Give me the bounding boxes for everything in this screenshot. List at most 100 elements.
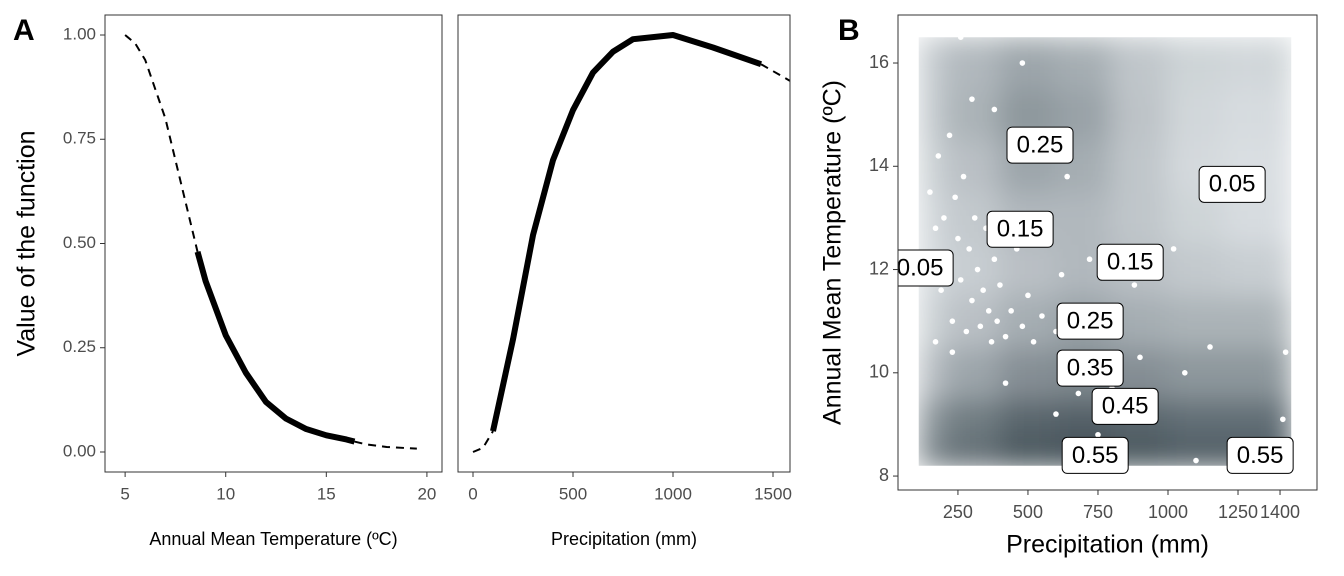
panel-label: B (838, 14, 860, 47)
y-tick-label: 0.00 (63, 441, 96, 460)
x-tick-label: 0 (468, 484, 477, 503)
plot-area: 0.25 0.05 0.15 0.05 0.15 0.25 0.35 0.45 0.55 0.55 (897, 34, 1294, 474)
curve (194, 251, 356, 445)
field-cell (944, 49, 1001, 90)
occurrence-point (994, 318, 1000, 324)
field-cell (998, 444, 1057, 466)
field-cell (1054, 191, 1113, 245)
field-cell (918, 49, 947, 90)
x-tick-label: 5 (120, 484, 129, 503)
field-cell (1166, 345, 1226, 400)
contour-label: 0.25 (1017, 131, 1064, 158)
occurrence-point (1019, 60, 1026, 66)
occurrence-point (1131, 282, 1138, 288)
panel-frame (457, 14, 791, 473)
field-cell (918, 444, 947, 466)
occurrence-point (1002, 380, 1009, 386)
occurrence-point (935, 153, 942, 159)
y-axis-title: Value of the function (13, 130, 41, 356)
occurrence-point (988, 339, 995, 345)
y-tick-label: 0.75 (63, 129, 96, 148)
occurrence-point (1075, 390, 1082, 397)
field-cell (1110, 87, 1169, 142)
field-cell (944, 139, 1001, 194)
contour-label-box (1226, 436, 1294, 474)
plot-area (124, 34, 417, 450)
field-cell (1223, 49, 1273, 90)
occurrence-point (974, 266, 981, 273)
panel-frame (104, 14, 443, 473)
field-cell (944, 87, 1001, 142)
x-tick-label: 1400 (1260, 502, 1300, 522)
field-cell (998, 345, 1057, 400)
field-cell (944, 37, 1001, 52)
field-cell (944, 345, 1001, 400)
field-cell (1054, 49, 1113, 90)
occurrence-point (1058, 271, 1065, 278)
contour-label-box (1091, 387, 1159, 425)
field-cell (918, 294, 947, 348)
occurrence-point (1053, 411, 1059, 417)
occurrence-point (1193, 457, 1199, 464)
occurrence-point (952, 194, 958, 201)
occurrence-point (1280, 416, 1286, 423)
occurrence-point (946, 132, 953, 139)
occurrence-point (1019, 323, 1026, 330)
field-cell (1166, 37, 1226, 52)
field-cell (1166, 294, 1226, 348)
field-cell (1223, 294, 1273, 348)
field-cell (1054, 37, 1113, 52)
curve (472, 63, 790, 453)
field-cell (1223, 345, 1273, 400)
field-cell (918, 397, 947, 447)
field-cell (1270, 191, 1292, 245)
field-cell (1166, 49, 1226, 90)
occurrence-point (977, 323, 984, 330)
field-cell (1223, 87, 1273, 142)
occurrence-point (1137, 354, 1143, 361)
x-axis-title: Annual Mean Temperature (ºC) (149, 529, 397, 549)
y-axis-title: Annual Mean Temperature (ºC) (819, 80, 847, 425)
field-cell (1223, 37, 1273, 52)
contour-label-box (1061, 436, 1129, 474)
occurrence-point (1008, 308, 1014, 314)
occurrence-point (941, 215, 947, 221)
contour-label: 0.55 (1237, 442, 1284, 469)
occurrence-point (1086, 256, 1093, 263)
occurrence-point (969, 297, 975, 304)
x-tick-label: 1500 (754, 484, 792, 503)
occurrence-point (1025, 292, 1031, 299)
field-cell (944, 444, 1001, 466)
x-tick-label: 500 (1013, 502, 1043, 522)
contour-label-box (986, 210, 1054, 248)
y-tick-label: 10 (869, 362, 889, 382)
occurrence-point (991, 256, 998, 263)
occurrence-point (971, 215, 978, 221)
x-tick-label: 250 (943, 502, 973, 522)
occurrence-point (985, 308, 992, 314)
x-axis-title: Precipitation (mm) (551, 529, 697, 549)
field (918, 37, 1292, 466)
field-cells (918, 37, 1292, 466)
field-cell (918, 345, 947, 400)
field-cell (1270, 37, 1292, 52)
occurrence-point (963, 328, 970, 335)
occurrence-point (991, 106, 998, 113)
plot-area (472, 32, 790, 453)
occurrence-point (957, 277, 964, 283)
field-cell (998, 49, 1057, 90)
y-tick-label: 0.50 (63, 233, 96, 252)
contour-label: 0.05 (897, 254, 944, 281)
x-tick-label: 15 (317, 484, 336, 503)
x-axis-title: Precipitation (mm) (1006, 531, 1209, 559)
x-tick-label: 20 (417, 484, 436, 503)
field-cell (1166, 397, 1226, 447)
field-cell (1166, 242, 1226, 297)
occurrence-point (960, 173, 967, 180)
occurrence-point (949, 318, 956, 324)
y-tick-label: 8 (879, 465, 889, 485)
curve (490, 32, 762, 432)
occurrence-point (1170, 246, 1177, 252)
field-cell (998, 294, 1057, 348)
field-cell (1110, 37, 1169, 52)
